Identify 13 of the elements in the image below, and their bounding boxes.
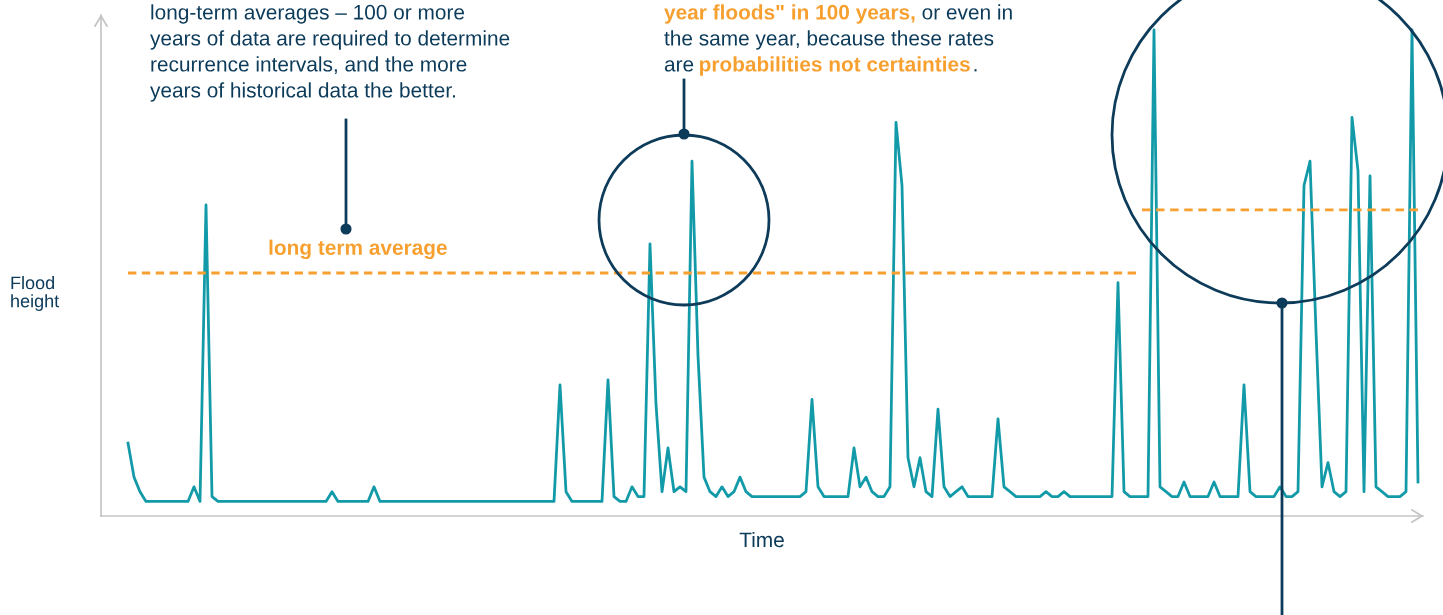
- annotation: years of data are required to determine: [150, 30, 510, 50]
- x-axis-title: Time: [739, 531, 784, 548]
- annotation: years of historical data the better.: [150, 82, 455, 102]
- series-label: long term average: [269, 239, 447, 260]
- annotation: .: [974, 69, 977, 72]
- y-axis-title: Flood height: [11, 276, 60, 311]
- annotation: recurrence intervals, and the more: [151, 56, 467, 75]
- annotation: are: [664, 60, 694, 72]
- annotation: the same year, because these rates: [664, 30, 994, 50]
- text: long-term averages – 100 or more: [151, 4, 465, 24]
- annotation: probabilities not certainties: [700, 56, 970, 76]
- text: year floods" in 100 years,: [664, 4, 915, 24]
- text: or even in: [922, 4, 1012, 20]
